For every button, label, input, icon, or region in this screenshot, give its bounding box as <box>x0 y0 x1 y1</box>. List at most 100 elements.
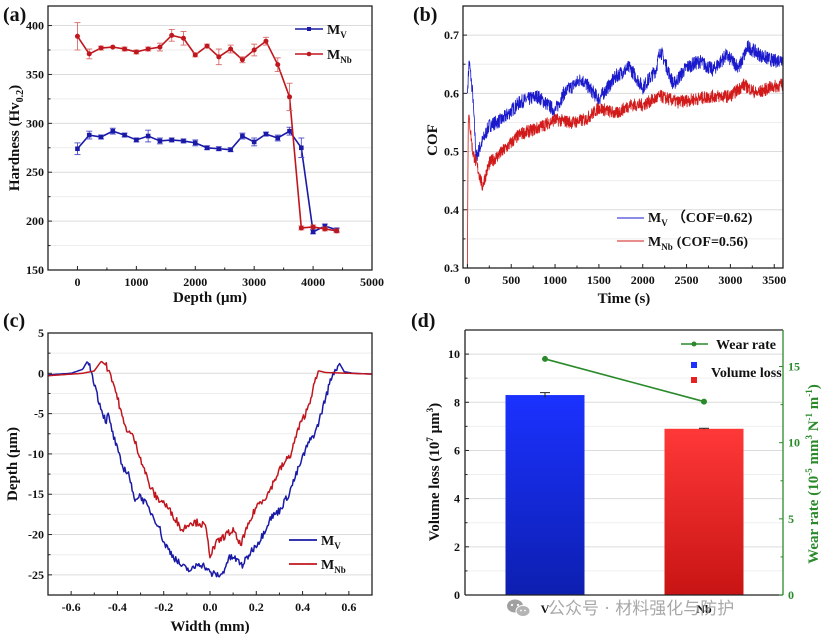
bar-V <box>505 395 585 595</box>
data-point <box>322 226 328 232</box>
d-y-right-axis-title: Wear rate (10-5 mm3 N-1 m-1) <box>804 384 822 564</box>
plot-frame <box>47 5 373 271</box>
legend-label-main: M <box>648 211 661 226</box>
y-tick-label: 200 <box>26 214 44 228</box>
data-point <box>86 132 92 138</box>
x-tick-label: 0.6 <box>341 600 356 614</box>
y-tick-label: 0 <box>38 366 44 380</box>
y-tick-label: 6 <box>454 443 460 457</box>
a-y-axis-title: Hardness (Hv0.2) <box>7 85 26 191</box>
data-point <box>180 35 186 41</box>
data-point <box>204 145 210 151</box>
x-tick-label: 1000 <box>124 275 148 289</box>
legend-label-MNb: MNb (COF=0.56) <box>648 235 748 252</box>
data-point <box>287 128 292 134</box>
y-tick-label: 5 <box>38 326 44 340</box>
y-tick-label: 350 <box>26 67 44 81</box>
y-right-tick-label: 15 <box>788 360 800 374</box>
series-line-MV <box>48 361 372 578</box>
data-point <box>228 46 234 52</box>
x-category-label: V <box>541 602 550 616</box>
x-tick-label: 1000 <box>543 273 567 287</box>
wear-rate-point <box>701 398 707 405</box>
data-point <box>299 145 304 151</box>
x-category-label: Nb <box>696 602 712 616</box>
wear-rate-point <box>542 355 548 362</box>
x-tick-label: 5000 <box>360 275 384 289</box>
c-y-axis-title: Depth (μm) <box>5 427 21 501</box>
panel-b-cof-chart: 0 500 1000 1500 2000 2500 3000 3500 0.3 0.4 0.5 0.6… <box>444 5 786 287</box>
d-yr-title-c: N <box>806 420 822 435</box>
legend-label-MNb: MNb <box>327 48 352 65</box>
legend-label-MV: MV （COF=0.62) <box>648 210 753 228</box>
d-y-title-mid: μm <box>427 412 443 437</box>
x-tick-label: 3500 <box>762 273 786 287</box>
data-point <box>157 138 163 144</box>
data-point <box>169 32 175 38</box>
x-tick-label: -0.2 <box>154 600 173 614</box>
data-point <box>122 46 128 52</box>
a-x-axis-title: Depth (μm) <box>173 290 247 306</box>
plot-frame <box>462 5 784 269</box>
legend-marker-volume-loss-nb <box>691 377 697 383</box>
y-tick-label: 0 <box>454 588 460 602</box>
data-point <box>240 133 245 139</box>
legend-label-sub: V <box>340 30 347 40</box>
series-line-MNb <box>466 78 784 269</box>
legend: MV MNb <box>295 23 352 65</box>
data-point <box>98 45 104 51</box>
y-tick-label: 10 <box>448 347 460 361</box>
x-tick-label: 2000 <box>183 275 207 289</box>
series-MNb <box>74 22 340 234</box>
panel-label-c: (c) <box>3 310 25 332</box>
panel-label-d: (d) <box>411 310 435 332</box>
legend-label-main: M <box>321 534 334 549</box>
data-point <box>263 131 269 137</box>
y-tick-label: 0.7 <box>444 28 459 42</box>
data-point <box>192 52 198 58</box>
data-point <box>145 46 151 52</box>
x-tick-label: 0.2 <box>249 600 264 614</box>
x-tick-label: 2500 <box>675 273 699 287</box>
legend-label-volume-loss: Volume loss <box>711 366 782 381</box>
legend-label-suffix: （COF=0.62) <box>672 210 753 226</box>
d-yr-title-sup2: 3 <box>804 435 814 440</box>
legend-marker-MNb <box>306 51 312 57</box>
d-yr-title-e: ) <box>806 384 822 389</box>
x-tick-label: 0 <box>464 273 470 287</box>
y-right-tick-label: 5 <box>788 512 794 526</box>
watermark: 公众号 · 材料强化与防护 <box>507 599 734 619</box>
legend-marker-volume-loss-v <box>691 362 697 368</box>
y-tick-label: 0.5 <box>444 145 459 159</box>
legend: MV （COF=0.62) MNb (COF=0.56) <box>617 210 753 252</box>
data-point <box>310 229 316 235</box>
data-point <box>74 33 80 39</box>
data-point <box>263 38 269 44</box>
data-point <box>204 43 210 49</box>
d-y-axis-title: Volume loss (107 μm3) <box>425 403 443 541</box>
data-point <box>169 137 175 143</box>
d-yr-title-sup3: -1 <box>804 412 814 420</box>
legend-label-main: M <box>327 23 340 38</box>
legend-label-sub: Nb <box>334 565 346 575</box>
x-tick-label: 500 <box>502 273 520 287</box>
y-tick-label: -20 <box>28 528 44 542</box>
series-line-MNb <box>48 360 372 559</box>
series-line-MV <box>467 40 784 162</box>
y-tick-label: 150 <box>26 263 44 277</box>
y-tick-label: 250 <box>26 165 44 179</box>
data-point <box>75 146 80 152</box>
data-point <box>157 44 163 50</box>
d-yr-title-sup4: -1 <box>804 389 814 397</box>
data-point <box>298 225 304 231</box>
data-point <box>192 140 198 146</box>
y-tick-label: 0.6 <box>444 86 459 100</box>
y-tick-label: -10 <box>28 447 44 461</box>
x-tick-label: 4000 <box>301 275 325 289</box>
b-x-axis-title: Time (s) <box>598 291 651 307</box>
legend-label-sub: V <box>661 218 668 228</box>
legend-label-wear-rate: Wear rate <box>716 338 776 353</box>
data-point <box>133 49 139 55</box>
legend-label-sub: Nb <box>661 242 673 252</box>
